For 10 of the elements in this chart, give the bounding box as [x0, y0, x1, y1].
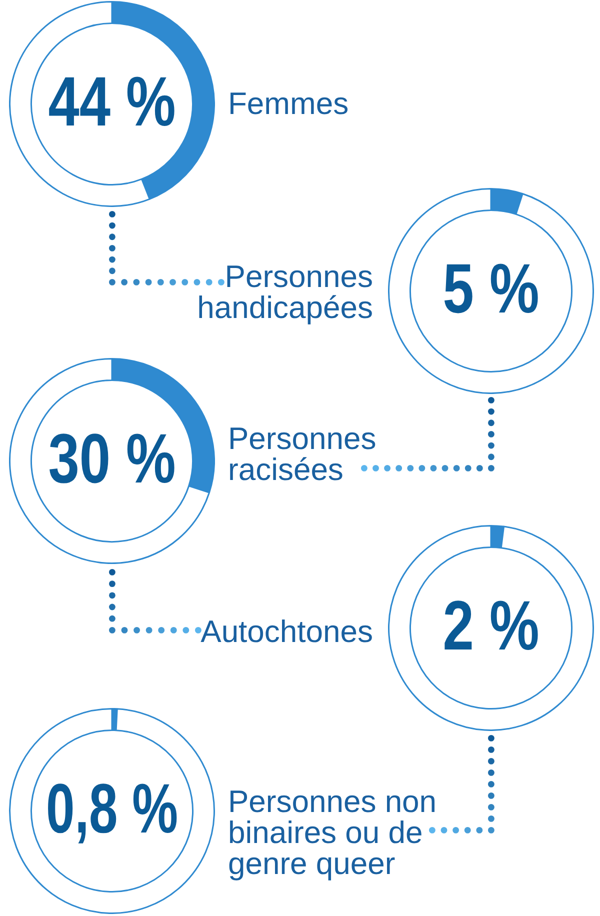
- text: Autochtones: [200, 614, 373, 649]
- text: Personnes racisées: [228, 421, 378, 487]
- text: Personnes non binaires ou de genre queer: [228, 784, 438, 881]
- data-label: 30 %: [48, 420, 176, 498]
- text: Femmes: [228, 86, 350, 121]
- data-label: 44 %: [48, 63, 176, 141]
- data-label: 2 %: [442, 587, 540, 665]
- text: Personnes handicapées: [196, 259, 373, 325]
- data-label: 0,8 %: [46, 770, 178, 848]
- data-label: 5 %: [442, 250, 540, 328]
